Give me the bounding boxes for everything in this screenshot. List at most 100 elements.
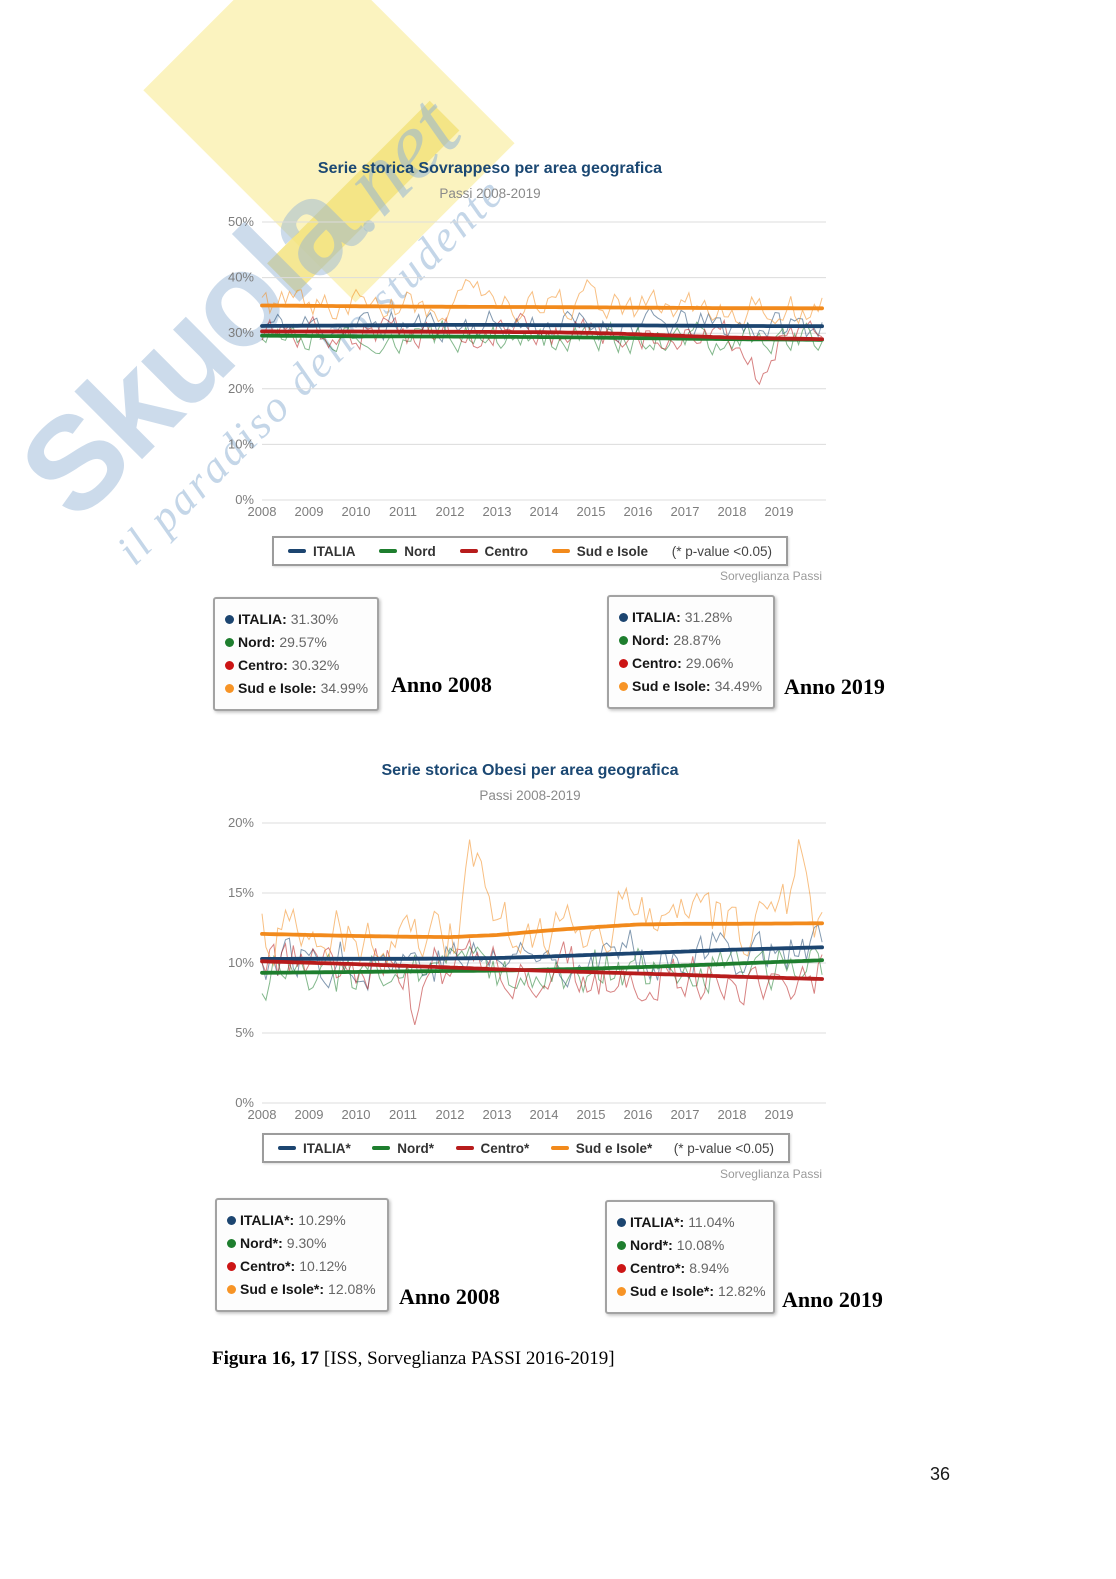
value-row: Centro*: 10.12%: [227, 1255, 377, 1278]
legend-item: Centro: [459, 544, 528, 559]
monthly-series-line-1: [261, 945, 823, 1002]
legend-item: ITALIA*: [278, 1141, 351, 1156]
series-name: ITALIA*:: [240, 1212, 295, 1228]
series-name: Sud e Isole*:: [240, 1281, 325, 1297]
x-axis-tick-label: 2013: [483, 1107, 512, 1122]
series-value: 9.30%: [286, 1235, 327, 1251]
trend-line-3: [260, 921, 824, 939]
value-row: Nord: 29.57%: [225, 631, 367, 654]
chart1-anno-2019-label: Anno 2019: [784, 674, 885, 699]
value-row: Nord*: 10.08%: [617, 1234, 763, 1257]
value-row: Centro*: 8.94%: [617, 1257, 763, 1280]
value-row: Sud e Isole: 34.49%: [619, 675, 763, 698]
series-dot-icon: [227, 1285, 236, 1294]
chart1-source-label: Sorveglianza Passi: [719, 569, 822, 583]
x-axis-tick-label: 2015: [577, 1107, 606, 1122]
value-row: ITALIA*: 10.29%: [227, 1209, 377, 1232]
chart2-canvas: 0% 5% 10% 15% 20% 2008 2009 2010 2011 2012 2013 201…: [228, 815, 826, 1122]
legend-dash-icon: [551, 549, 570, 553]
series-dot-icon: [617, 1241, 626, 1250]
chart1-values-2008-box: ITALIA: 31.30% Nord: 29.57% Centro: 30.32% Sud…: [213, 597, 379, 711]
monthly-series-line-3: [261, 839, 823, 968]
series-name: Nord:: [632, 632, 670, 648]
x-axis-tick-label: 2014: [530, 1107, 559, 1122]
value-row: Centro: 29.06%: [619, 652, 763, 675]
series-value: 12.82%: [718, 1283, 766, 1299]
y-axis-tick-label: 10%: [228, 955, 254, 970]
value-row: Nord: 28.87%: [619, 629, 763, 652]
legend-label: Centro*: [480, 1140, 530, 1156]
series-value: 11.04%: [688, 1214, 735, 1230]
value-row: ITALIA*: 11.04%: [617, 1211, 763, 1234]
figure-caption: Figura 16, 17 [ISS, Sorveglianza PASSI 2…: [212, 1348, 615, 1370]
series-dot-icon: [617, 1287, 626, 1296]
x-axis-tick-label: 2018: [718, 504, 747, 519]
y-axis-tick-label: 50%: [228, 214, 254, 229]
y-axis-tick-label: 40%: [228, 270, 254, 285]
series-dot-icon: [619, 613, 628, 622]
legend-label: Sud e Isole: [576, 543, 649, 559]
x-axis-tick-label: 2012: [436, 1107, 465, 1122]
chart1-canvas: 0% 10% 20% 30% 40% 50% 2008 2009 2010 2011 2012 201…: [228, 214, 826, 519]
series-dot-icon: [617, 1218, 626, 1227]
figure-caption-source: [ISS, Sorveglianza PASSI 2016-2019]: [319, 1348, 615, 1369]
series-name: ITALIA*:: [630, 1214, 685, 1230]
chart1-values-2019-box: ITALIA: 31.28% Nord: 28.87% Centro: 29.06% Sud…: [607, 595, 775, 709]
series-dot-icon: [227, 1216, 236, 1225]
value-row: ITALIA: 31.28%: [619, 606, 763, 629]
x-axis-tick-label: 2010: [342, 504, 371, 519]
value-row: Sud e Isole*: 12.82%: [617, 1280, 766, 1303]
monthly-series-line-2: [261, 937, 823, 1026]
series-name: Sud e Isole*:: [630, 1283, 715, 1299]
series-value: 10.08%: [676, 1237, 725, 1253]
chart1-legend: ITALIA Nord Centro Sud e Isole (* p-value <0…: [272, 536, 788, 566]
series-value: 34.49%: [714, 678, 763, 694]
series-dot-icon: [227, 1239, 236, 1248]
legend-label: Nord*: [397, 1140, 434, 1156]
series-name: Nord:: [238, 634, 276, 650]
x-axis-tick-label: 2018: [718, 1107, 747, 1122]
y-axis-tick-label: 30%: [228, 325, 254, 340]
y-axis-tick-label: 20%: [228, 815, 254, 830]
legend-pvalue-note: (* p-value <0.05): [671, 543, 772, 559]
chart2-anno-2019-label: Anno 2019: [782, 1287, 883, 1312]
series-dot-icon: [617, 1264, 626, 1273]
x-axis-tick-label: 2016: [624, 1107, 653, 1122]
series-name: Sud e Isole:: [238, 680, 317, 696]
series-name: Sud e Isole:: [632, 678, 711, 694]
trend-line-2: [260, 329, 824, 341]
chart1-anno-2008-label: Anno 2008: [391, 672, 492, 697]
x-axis-tick-label: 2008: [248, 504, 277, 519]
x-axis-tick-label: 2016: [624, 504, 653, 519]
series-value: 10.29%: [298, 1212, 346, 1228]
series-dot-icon: [619, 659, 628, 668]
chart2-source-label: Sorveglianza Passi: [719, 1167, 822, 1181]
figure-caption-number: Figura 16, 17: [212, 1348, 320, 1369]
chart2-values-2019-box: ITALIA*: 11.04% Nord*: 10.08% Centro*: 8.94% S…: [605, 1200, 775, 1314]
chart2-values-2008-box: ITALIA*: 10.29% Nord*: 9.30% Centro*: 10.12% S…: [215, 1198, 389, 1312]
x-axis-tick-label: 2011: [389, 1107, 417, 1122]
legend-item: Nord: [379, 544, 436, 559]
chart2-title: Serie storica Obesi per area geografica: [381, 762, 679, 779]
series-value: 31.30%: [290, 611, 339, 627]
legend-item: Sud e Isole*: [550, 1141, 652, 1156]
series-value: 28.87%: [673, 632, 721, 648]
legend-dash-icon: [379, 549, 398, 553]
series-name: Nord*:: [240, 1235, 283, 1251]
series-value: 10.12%: [299, 1258, 347, 1274]
series-dot-icon: [225, 661, 234, 670]
x-axis-tick-label: 2014: [530, 504, 559, 519]
legend-label: Nord: [404, 543, 436, 559]
legend-item: Centro*: [455, 1140, 530, 1156]
value-row: Centro: 30.32%: [225, 654, 367, 677]
legend-item: ITALIA: [288, 544, 356, 559]
monthly-series-line-3: [261, 278, 823, 326]
x-axis-tick-label: 2017: [671, 504, 700, 519]
x-axis-tick-label: 2019: [765, 1107, 794, 1122]
y-axis-tick-label: 0%: [235, 492, 254, 507]
legend-pvalue-note: (* p-value <0.05): [673, 1140, 774, 1156]
x-axis-tick-label: 2009: [295, 1107, 324, 1122]
y-axis-tick-label: 10%: [228, 436, 254, 451]
series-value: 8.94%: [689, 1260, 729, 1276]
series-value: 34.99%: [320, 680, 369, 696]
